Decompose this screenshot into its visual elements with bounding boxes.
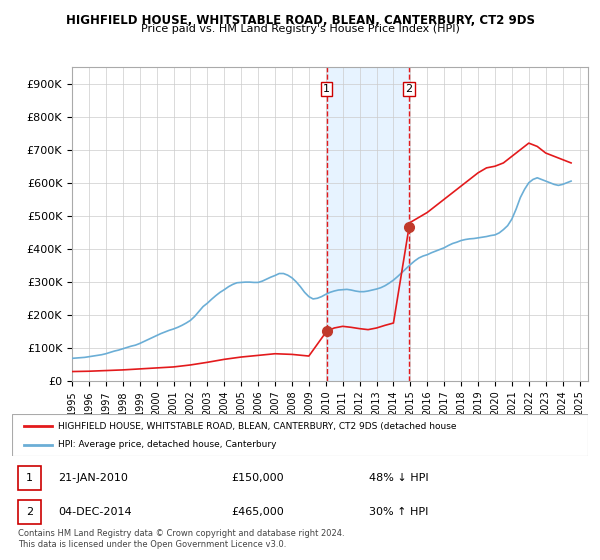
Text: HIGHFIELD HOUSE, WHITSTABLE ROAD, BLEAN, CANTERBURY, CT2 9DS: HIGHFIELD HOUSE, WHITSTABLE ROAD, BLEAN,… [65, 14, 535, 27]
Text: Price paid vs. HM Land Registry's House Price Index (HPI): Price paid vs. HM Land Registry's House … [140, 24, 460, 34]
Text: HPI: Average price, detached house, Canterbury: HPI: Average price, detached house, Cant… [58, 440, 277, 449]
FancyBboxPatch shape [18, 500, 41, 524]
Text: £150,000: £150,000 [231, 473, 284, 483]
Text: 30% ↑ HPI: 30% ↑ HPI [369, 507, 428, 517]
Text: 2: 2 [406, 84, 413, 94]
Text: 21-JAN-2010: 21-JAN-2010 [58, 473, 128, 483]
Text: 48% ↓ HPI: 48% ↓ HPI [369, 473, 429, 483]
Text: Contains HM Land Registry data © Crown copyright and database right 2024.
This d: Contains HM Land Registry data © Crown c… [18, 529, 344, 549]
FancyBboxPatch shape [12, 414, 588, 456]
Text: 1: 1 [26, 473, 33, 483]
Text: 2: 2 [26, 507, 33, 517]
Text: 1: 1 [323, 84, 330, 94]
FancyBboxPatch shape [18, 466, 41, 490]
Bar [326, 67, 409, 381]
Text: £465,000: £465,000 [231, 507, 284, 517]
Text: 04-DEC-2014: 04-DEC-2014 [58, 507, 132, 517]
Text: HIGHFIELD HOUSE, WHITSTABLE ROAD, BLEAN, CANTERBURY, CT2 9DS (detached house: HIGHFIELD HOUSE, WHITSTABLE ROAD, BLEAN,… [58, 422, 457, 431]
